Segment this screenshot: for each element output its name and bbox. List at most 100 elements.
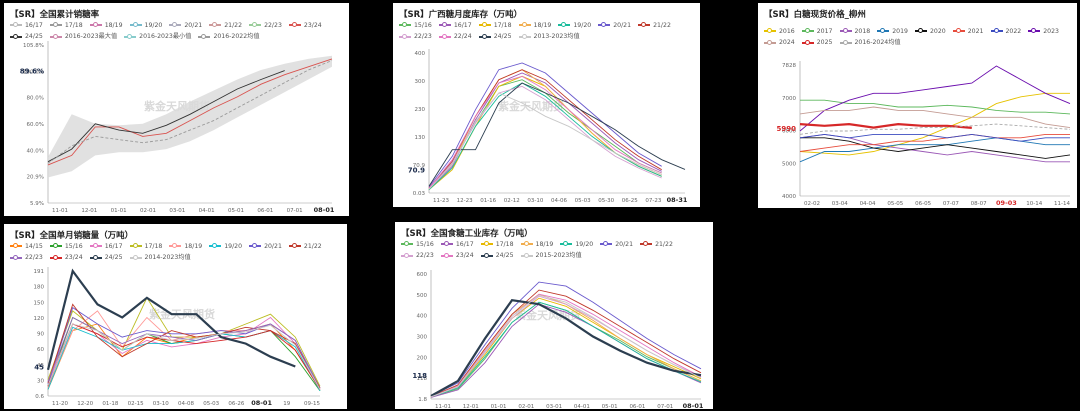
legend-item[interactable]: 2016-2024均值 <box>839 37 901 48</box>
legend-item[interactable]: 18/19 <box>520 239 554 250</box>
legend-item[interactable]: 19/20 <box>129 20 163 31</box>
legend-item[interactable]: 2013-2023均值 <box>518 31 580 42</box>
legend-item[interactable]: 2014-2023均值 <box>129 252 191 263</box>
legend-item[interactable]: 2022 <box>990 26 1021 37</box>
legend-item[interactable]: 24/25 <box>480 250 514 261</box>
legend-item[interactable]: 17/18 <box>478 20 512 31</box>
legend-item[interactable]: 18/19 <box>518 20 551 31</box>
legend-item[interactable]: 15/16 <box>401 239 434 250</box>
legend-item[interactable]: 14/15 <box>10 241 43 252</box>
x-tick-label: 09-15 <box>304 401 320 407</box>
y-tick-label: 7000 <box>782 96 796 102</box>
legend-item[interactable]: 21/22 <box>638 20 671 31</box>
legend-item[interactable]: 2017 <box>801 26 833 37</box>
legend-label: 19/20 <box>144 21 163 29</box>
legend-item[interactable]: 20/21 <box>169 20 202 31</box>
chart-title: 【SR】全国单月销糖量（万吨） <box>10 231 134 241</box>
x-tick-label: 06-25 <box>622 198 638 204</box>
y-tick-label: 300 <box>417 335 428 341</box>
legend-item[interactable]: 2020 <box>915 26 946 37</box>
legend-item[interactable]: 17/18 <box>49 20 83 31</box>
legend-swatch <box>129 243 142 248</box>
legend-item[interactable]: 20/21 <box>600 239 633 250</box>
x-tick-label: 08-07 <box>971 201 987 207</box>
y-tick-label: 500 <box>417 293 428 299</box>
legend-label: 24/25 <box>104 254 123 261</box>
legend-label: 2020 <box>930 27 946 35</box>
range-band <box>48 55 332 178</box>
legend-item[interactable]: 23/24 <box>288 20 322 31</box>
legend-item[interactable]: 22/23 <box>249 20 282 31</box>
legend-item[interactable]: 19/20 <box>209 241 242 252</box>
series-line <box>47 323 321 390</box>
legend-swatch <box>877 28 890 33</box>
legend-label: 19/20 <box>224 242 243 250</box>
legend-item[interactable]: 2024 <box>764 37 795 48</box>
x-tick-label: 08-01 <box>683 402 704 409</box>
x-tick-label: 03-04 <box>832 201 848 207</box>
legend-item[interactable]: 16/17 <box>440 239 474 250</box>
legend-item[interactable]: 15/16 <box>399 20 432 31</box>
x-tick-label: 02-02 <box>804 201 820 207</box>
legend-swatch <box>89 22 102 27</box>
chart-svg: 5.9% 20.9% 40.0% 60.0% 80.0% 100.0% 105.8% 11-0… <box>20 41 335 214</box>
legend-item[interactable]: 24/25 <box>478 31 512 42</box>
legend-item[interactable]: 2016 <box>764 26 795 37</box>
legend-swatch <box>990 28 1003 33</box>
legend-label: 15/16 <box>416 240 434 248</box>
legend-item[interactable]: 21/22 <box>640 239 673 250</box>
legend-swatch <box>10 33 22 39</box>
legend-item[interactable]: 2015-2023均值 <box>520 250 582 261</box>
legend-item[interactable]: 21/22 <box>288 241 322 252</box>
legend-item[interactable]: 19/20 <box>558 20 591 31</box>
legend-label: 23/24 <box>455 252 474 259</box>
legend-item[interactable]: 17/18 <box>480 239 514 250</box>
legend-label: 18/19 <box>535 240 554 248</box>
legend-item[interactable]: 22/24 <box>438 31 472 42</box>
legend-item[interactable]: 22/23 <box>10 252 43 263</box>
legend-item[interactable]: 19/20 <box>560 239 593 250</box>
legend-item[interactable]: 20/21 <box>249 241 282 252</box>
legend-item[interactable]: 18/19 <box>89 20 123 31</box>
legend-item[interactable]: 16/17 <box>89 241 123 252</box>
y-tick-label: 45 <box>37 363 44 369</box>
legend-item[interactable]: 23/24 <box>49 252 83 263</box>
legend-item[interactable]: 21/22 <box>209 20 242 31</box>
legend-item[interactable]: 24/25 <box>10 31 43 42</box>
legend-item[interactable]: 2023 <box>1028 26 1059 37</box>
legend-item[interactable]: 20/21 <box>598 20 631 31</box>
legend-item[interactable]: 2025 <box>801 37 833 48</box>
legend-label: 2024 <box>779 39 795 46</box>
y-tick-label: 90 <box>37 332 44 338</box>
x-tick-label: 11-23 <box>433 198 449 204</box>
legend-item[interactable]: 2016-2022均值 <box>198 31 260 42</box>
legend-swatch <box>560 241 573 246</box>
legend-item[interactable]: 2021 <box>952 26 984 37</box>
series-line <box>47 303 321 389</box>
legend-label: 21/22 <box>655 240 673 248</box>
legend-item[interactable]: 23/24 <box>440 250 474 261</box>
legend-item[interactable]: 15/16 <box>49 241 83 252</box>
legend-item[interactable]: 22/23 <box>399 31 432 42</box>
legend-item[interactable]: 22/23 <box>401 250 434 261</box>
y-tick-label: 5000 <box>782 161 796 167</box>
legend-item[interactable]: 24/25 <box>89 252 123 263</box>
y-marker-label: 118 <box>412 372 427 380</box>
legend-item[interactable]: 2016-2023最大值 <box>49 31 118 42</box>
legend-label: 16/17 <box>25 21 43 29</box>
legend-label: 2016-2023最大值 <box>64 33 118 40</box>
legend-item[interactable]: 18/19 <box>169 241 202 252</box>
legend-label: 24/25 <box>25 33 43 40</box>
legend-item[interactable]: 2016-2023最小值 <box>124 31 191 42</box>
legend-item[interactable]: 2019 <box>877 26 908 37</box>
legend-label: 22/23 <box>414 33 432 40</box>
legend-item[interactable]: 16/17 <box>438 20 472 31</box>
legend-label: 2014-2023均值 <box>144 254 191 261</box>
legend-label: 23/24 <box>303 21 322 29</box>
legend-item[interactable]: 17/18 <box>129 241 162 252</box>
legend-item[interactable]: 2018 <box>839 26 870 37</box>
y-tick-label: 20.9% <box>27 175 44 181</box>
x-tick-label: 02-15 <box>128 401 144 407</box>
legend-item[interactable]: 16/17 <box>10 20 43 31</box>
chart-legend: 2016 2017 2018 2019 2020 2021 2022 2023 2024 2025… <box>764 25 1077 48</box>
